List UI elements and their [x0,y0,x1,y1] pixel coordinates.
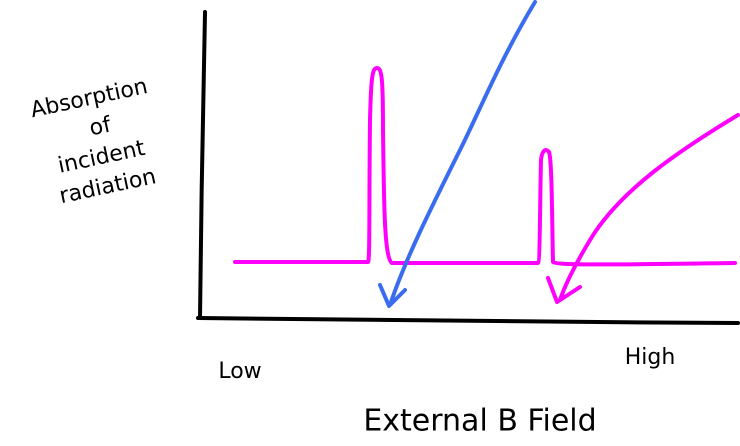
x-axis-label: External B Field [363,404,596,439]
x-max-label: High [625,345,676,370]
sketch: Absorption of incident radiation Low Hig… [0,0,740,446]
x-min-label: Low [218,359,261,384]
